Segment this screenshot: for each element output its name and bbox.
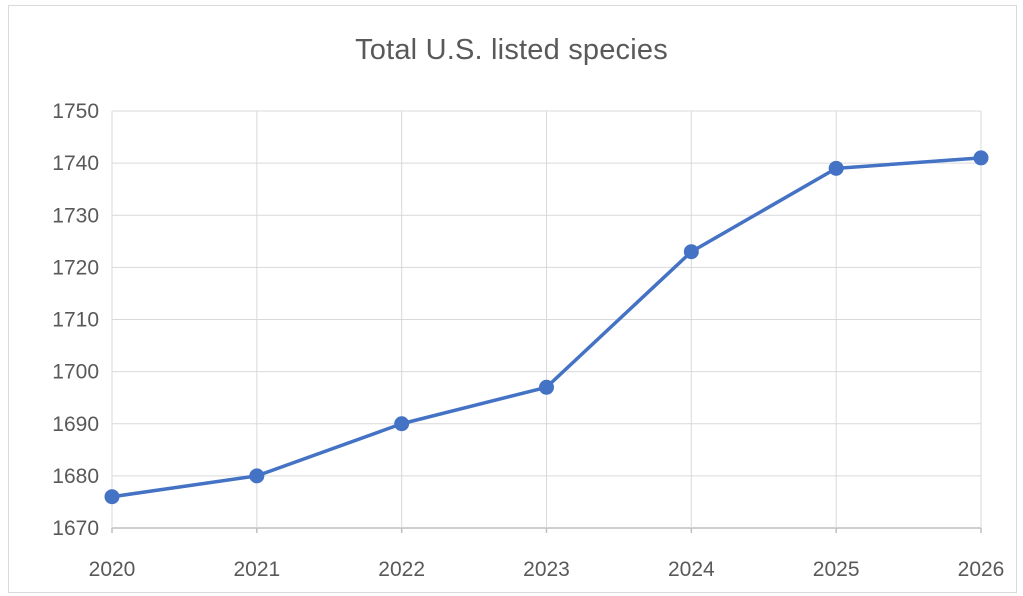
chart-frame: [8, 5, 1017, 593]
x-tick-label: 2022: [378, 558, 425, 581]
data-point: [394, 416, 410, 432]
y-tick-label: 1730: [52, 204, 99, 227]
x-tick-label: 2024: [668, 558, 715, 581]
data-point: [828, 160, 844, 176]
x-tick-label: 2025: [813, 558, 860, 581]
data-point: [539, 379, 554, 395]
x-tick-label: 2023: [523, 558, 570, 581]
chart-title: Total U.S. listed species: [355, 34, 668, 66]
data-point: [973, 150, 989, 166]
y-tick-label: 1720: [52, 256, 99, 279]
data-point: [249, 468, 265, 484]
x-tick-label: 2021: [233, 558, 280, 581]
y-tick-label: 1750: [52, 100, 99, 123]
y-tick-label: 1700: [52, 361, 99, 384]
y-tick-label: 1680: [52, 465, 99, 488]
y-tick-label: 1740: [52, 152, 99, 175]
x-tick-label: 2026: [958, 558, 1005, 581]
y-tick-label: 1670: [52, 517, 99, 540]
y-tick-label: 1710: [52, 309, 99, 332]
y-tick-label: 1690: [52, 413, 99, 436]
data-point: [683, 244, 699, 260]
data-point: [104, 489, 120, 505]
x-tick-label: 2020: [89, 558, 136, 581]
